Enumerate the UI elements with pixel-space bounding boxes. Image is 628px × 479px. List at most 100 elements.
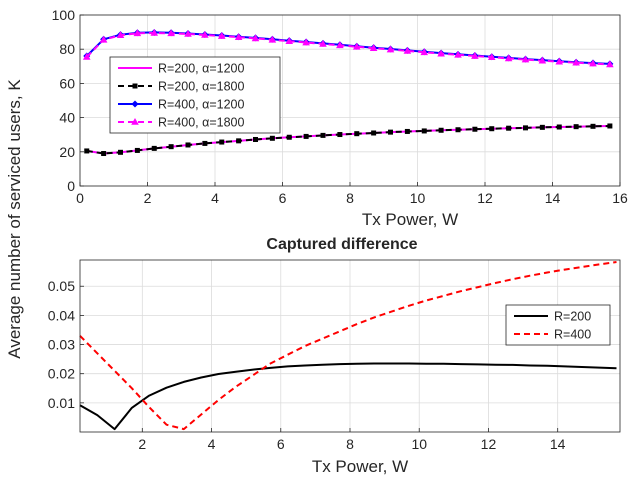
chart1-x-tick-label: 4	[211, 190, 219, 206]
chart1-series-2-point	[489, 126, 495, 132]
chart1-series-4-point	[82, 52, 91, 60]
chart1-series-4-point	[572, 58, 580, 66]
chart1-series-2-point	[556, 124, 562, 130]
chart1-series-4-point	[403, 46, 412, 54]
chart1-series-4-point	[336, 41, 344, 49]
chart1-x-tick-label: 12	[477, 190, 493, 206]
chart1-series-2-point	[539, 124, 545, 130]
chart2-y-tick-label: 0.04	[48, 307, 75, 323]
chart1-series-4-point	[487, 53, 496, 61]
chart1-series-2-point	[253, 136, 258, 142]
chart1-series-4-point	[589, 59, 597, 67]
chart1-series-4-point	[555, 57, 564, 65]
chart1-series-2-point	[219, 139, 225, 145]
chart1-series-4-point	[99, 35, 108, 43]
chart-bottom-legend-label: R=200	[554, 310, 591, 324]
chart1-series-4-line	[86, 32, 610, 66]
chart1-series-2-point	[303, 133, 309, 139]
chart2-x-tick-label: 12	[481, 436, 497, 452]
chart1-series-4-point	[420, 48, 429, 56]
chart2-frame	[79, 259, 621, 433]
chart1-series-2-point	[269, 135, 275, 141]
chart2-y-tick-label: 0.03	[48, 337, 75, 353]
chart2-y-tick-label: 0.05	[48, 278, 75, 294]
chart1-x-tick-label: 14	[545, 190, 561, 206]
chart1-series-2-point	[438, 127, 444, 133]
chart1-series-2-point	[506, 125, 512, 131]
chart1-series-4	[82, 28, 614, 68]
chart1-series-4-point	[471, 52, 479, 59]
chart1-y-tick-label: 100	[52, 7, 76, 23]
chart1-series-2-point	[455, 127, 461, 133]
chart2-x-tick-label: 2	[138, 436, 146, 452]
chart2-series-1-line	[79, 362, 617, 431]
chart1-x-tick-label: 2	[144, 190, 152, 206]
chart1-series-4-point	[285, 37, 294, 44]
chart1-series-4-point	[454, 50, 462, 58]
chart-top-legend-marker	[131, 118, 139, 125]
chart1-y-tick-label: 20	[59, 144, 75, 160]
chart1-series-4-point	[133, 29, 142, 37]
chart1-series-2-point	[607, 123, 613, 129]
chart2-series-2-line	[79, 261, 617, 431]
chart1-series-4-point	[234, 33, 243, 41]
chart1-y-tick-label: 60	[59, 75, 75, 91]
chart-bottom-legend-label: R=400	[554, 328, 591, 342]
chart1-x-tick-label: 8	[346, 190, 354, 206]
chart-bottom-legend: R=200 R=400	[505, 304, 611, 346]
chart1-series-2-point	[371, 130, 377, 136]
chart1-x-tick-label: 0	[76, 190, 84, 206]
chart-top-legend-box	[109, 56, 281, 134]
chart1-y-tick-label: 80	[59, 41, 75, 57]
chart1-series-2	[84, 123, 613, 157]
chart1-frame	[79, 14, 621, 187]
chart1-x-tick-label: 10	[410, 190, 426, 206]
chart1-series-2-point	[337, 132, 343, 138]
chart2-x-tick-label: 6	[277, 436, 285, 452]
chart1-series-4-point	[201, 31, 209, 38]
chart1-series-4-point	[352, 42, 361, 50]
chart-bottom-legend-box	[505, 304, 611, 346]
chart1-series-2-point	[168, 144, 174, 150]
chart1-series-4-point	[116, 31, 125, 38]
chart1-y-tick-label: 40	[59, 110, 75, 126]
chart1-series-2-point	[421, 128, 427, 134]
chart1-series-4-point	[606, 60, 614, 68]
chart1-x-tick-label: 6	[279, 190, 287, 206]
chart1-series-4-point	[184, 29, 192, 37]
chart1-series-2-point	[388, 129, 393, 135]
y-axis-label: Average number of serviced users, K	[5, 79, 24, 359]
chart1-series-4-point	[538, 56, 547, 64]
chart-bottom-x-axis-label: Tx Power, W	[312, 457, 408, 476]
chart1-series-2-point	[523, 125, 528, 131]
chart-top-x-axis-label: Tx Power, W	[362, 210, 458, 229]
chart1-series-2-point	[118, 149, 123, 155]
chart1-series-4-point	[521, 55, 530, 63]
chart2-x-tick-label: 14	[550, 436, 566, 452]
chart1-series-4-point	[150, 28, 159, 36]
chart-bottom: Captured difference Tx Power, W 2 4 6 8 10 12…	[48, 236, 621, 476]
chart-top-legend-label: R=400, α=1800	[158, 116, 245, 130]
chart1-x-tick-label: 16	[612, 190, 628, 206]
chart1-series-2-point	[84, 148, 90, 154]
chart1-series-2-point	[472, 126, 478, 132]
chart1-series-4-point	[319, 39, 327, 47]
chart-top-legend-label: R=200, α=1800	[158, 80, 245, 94]
chart1-series-2-point	[236, 138, 242, 144]
chart1-series-4-point	[167, 29, 175, 37]
chart-top-legend-marker	[131, 100, 139, 108]
chart1-series-4-point	[369, 44, 378, 51]
chart1-series-2-point	[573, 124, 579, 130]
chart1-series-2-point	[354, 131, 360, 137]
chart1-series-4-point	[251, 34, 260, 42]
chart-top: Tx Power, W 0 2 4 6 8 10 12 14 16 0 20 40 60 80 100 R=2…	[52, 7, 628, 229]
chart-top-legend-label: R=400, α=1200	[158, 98, 245, 112]
chart1-series-4-point	[437, 49, 445, 57]
chart2-series-2	[79, 261, 617, 431]
chart1-series-2-line	[86, 125, 610, 155]
chart1-series-4-point	[386, 45, 395, 53]
chart1-series-2-point	[320, 132, 326, 138]
chart1-series-4-point	[217, 32, 226, 39]
chart-top-legend-label: R=200, α=1200	[158, 62, 245, 76]
